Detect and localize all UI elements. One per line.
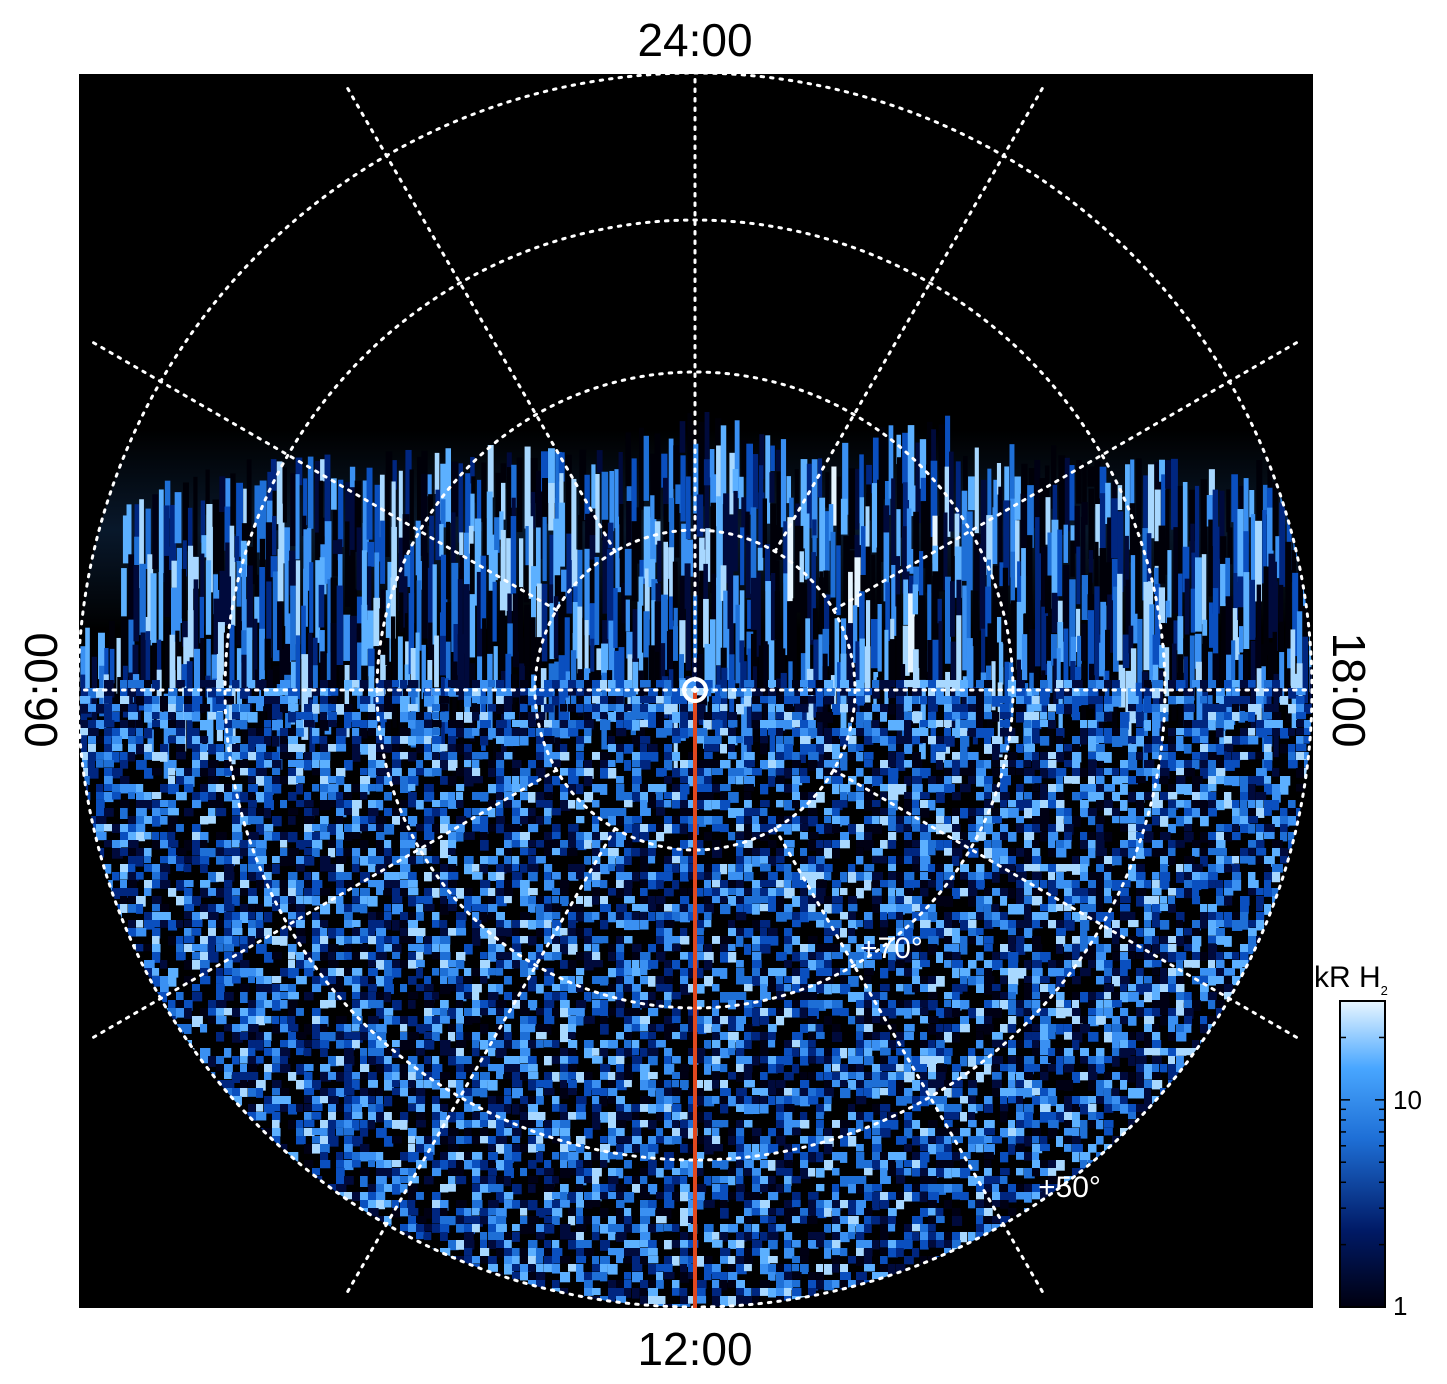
colorbar-tick-label-1: 1 xyxy=(1393,1291,1407,1321)
meridian-line xyxy=(87,338,558,612)
meridian-line xyxy=(343,827,617,1298)
pole-marker-ring xyxy=(682,677,708,703)
colorbar-gradient xyxy=(1339,1000,1386,1308)
lat-circle-70 xyxy=(375,370,1015,1010)
meridian-line xyxy=(832,768,1303,1042)
meridian-line xyxy=(343,82,617,553)
meridian-line xyxy=(832,338,1303,612)
local-time-label-bottom: 12:00 xyxy=(637,1323,752,1375)
local-time-label-left: 06:00 xyxy=(15,632,67,747)
meridian-line xyxy=(773,82,1047,553)
colorbar-title: kR H xyxy=(1314,961,1381,994)
meridian-line xyxy=(87,768,558,1042)
colorbar: kR H2 10 1 xyxy=(1314,961,1422,1321)
meridian-line xyxy=(773,827,1047,1298)
latitude-label-50: +50° xyxy=(1038,1171,1101,1204)
local-time-label-top: 24:00 xyxy=(637,14,752,66)
colorbar-tick-label-10: 10 xyxy=(1393,1085,1422,1115)
latitude-label-70: +70° xyxy=(860,932,923,965)
local-time-label-right: 18:00 xyxy=(1323,632,1375,747)
colorbar-title-subscript: 2 xyxy=(1381,983,1388,998)
pole-marker-dot xyxy=(692,687,698,693)
lat-circle-60 xyxy=(223,218,1167,1162)
colorbar-ticks xyxy=(1340,1000,1385,1246)
